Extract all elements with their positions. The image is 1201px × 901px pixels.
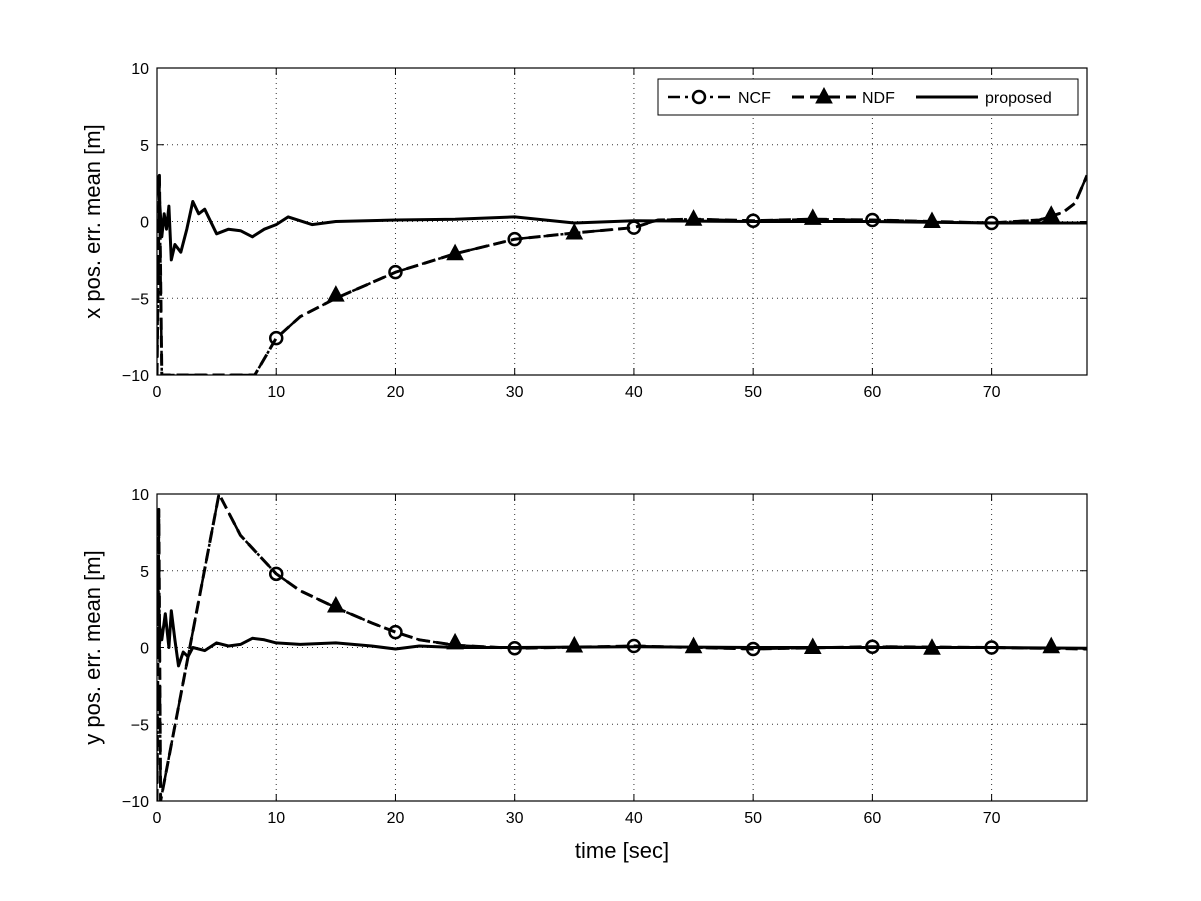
x-tick-label: 0	[153, 384, 162, 401]
x-tick-label: 70	[983, 810, 1001, 827]
marker-ndf	[1042, 205, 1061, 222]
x-tick-label: 20	[387, 384, 405, 401]
marker-ncf	[388, 624, 403, 640]
y-tick-label: 10	[131, 487, 149, 504]
legend-marker-ndf	[815, 86, 833, 104]
y-axis-label: x pos. err. mean [m]	[80, 124, 105, 318]
y-tick-label: 5	[140, 564, 149, 581]
y-tick-label: −5	[131, 717, 149, 734]
x-tick-label: 40	[625, 810, 643, 827]
y-tick-label: −10	[122, 794, 149, 811]
y-tick-label: 0	[140, 215, 149, 232]
x-tick-label: 0	[153, 810, 162, 827]
marker-ndf	[327, 595, 345, 613]
x-tick-label: 70	[983, 384, 1001, 401]
x-tick-label: 40	[625, 384, 643, 401]
chart-panel-1: 0 10 20 30 40 50 60 70 −10 −5 0 5 10 x pos. err. mean…	[80, 61, 1088, 401]
legend-label-ndf: NDF	[862, 90, 895, 107]
marker-ndf	[327, 285, 345, 302]
y-tick-label: 5	[140, 138, 149, 155]
legend-label-ncf: NCF	[738, 90, 771, 107]
x-axis-label: time [sec]	[575, 838, 669, 863]
x-tick-label: 10	[267, 384, 285, 401]
marker-ndf	[565, 222, 584, 240]
marker-ndf	[803, 637, 822, 654]
series-group	[157, 173, 1087, 375]
series-line-proposed	[157, 175, 1087, 262]
x-tick-label: 10	[267, 810, 285, 827]
series-group	[157, 494, 1087, 801]
y-axis-label: y pos. err. mean [m]	[80, 550, 105, 744]
x-tick-label: 20	[387, 810, 405, 827]
marker-ndf	[684, 636, 703, 654]
chart-panel-2: 0 10 20 30 40 50 60 70 −10 −5 0 5 10 y pos. err. mean…	[80, 487, 1088, 863]
x-tick-label: 30	[506, 810, 524, 827]
marker-ndf	[446, 243, 464, 261]
y-tick-label: −10	[122, 368, 149, 385]
x-tick-label: 50	[744, 384, 762, 401]
series-line-proposed	[157, 570, 1087, 668]
legend-label-proposed: proposed	[985, 90, 1052, 107]
x-tick-label: 30	[506, 384, 524, 401]
y-tick-label: −5	[131, 291, 149, 308]
legend-marker-ncf	[691, 89, 707, 105]
x-tick-label: 60	[863, 810, 881, 827]
x-tick-label: 50	[744, 810, 762, 827]
y-tick-label: 10	[131, 61, 149, 78]
x-tick-label: 60	[863, 384, 881, 401]
y-tick-label: 0	[140, 641, 149, 658]
legend: NCF NDF proposed	[657, 78, 1079, 116]
